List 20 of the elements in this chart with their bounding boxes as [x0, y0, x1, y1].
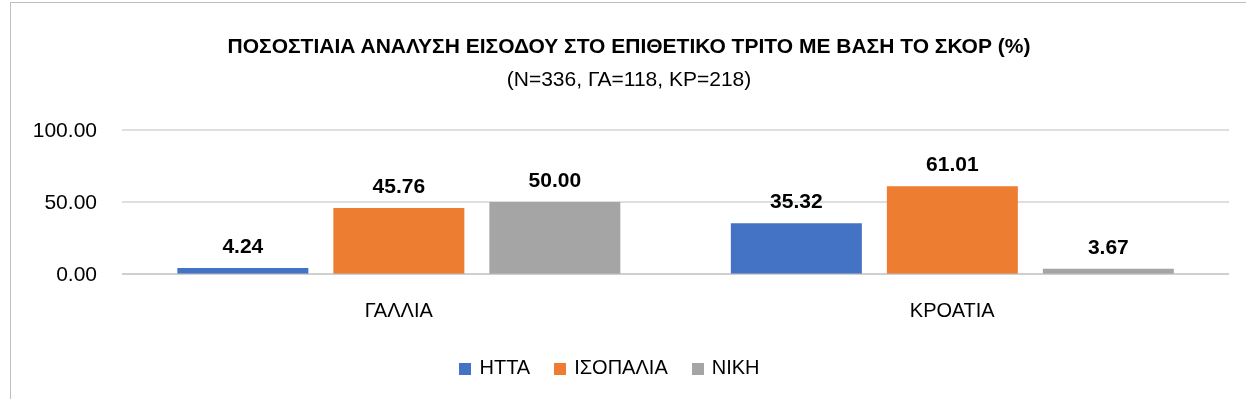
bar	[730, 223, 862, 274]
bar	[886, 186, 1018, 274]
legend-label: ΗΤΤΑ	[479, 356, 531, 378]
x-tick-label: ΓΑΛΛΙΑ	[364, 299, 434, 322]
data-label: 4.24	[222, 233, 264, 257]
x-tick-label: ΚΡΟΑΤΙΑ	[909, 299, 996, 322]
data-label: 50.00	[528, 168, 582, 191]
legend-label: ΙΣΟΠΑΛΙΑ	[574, 356, 668, 378]
chart-subtitle: (N=336, ΓΑ=118, ΚΡ=218)	[505, 67, 753, 91]
data-label: 3.67	[1087, 234, 1129, 258]
legend-label: ΝΙΚΗ	[711, 356, 760, 378]
y-tick-label: 100.00	[32, 118, 97, 142]
y-tick-label: 50.00	[44, 190, 97, 214]
data-label: 35.32	[770, 189, 823, 213]
bar	[333, 208, 465, 274]
data-label: 61.01	[926, 152, 979, 176]
y-tick-label: 0.00	[56, 262, 97, 286]
data-label: 45.76	[372, 174, 426, 198]
bar	[489, 202, 621, 274]
chart-title: ΠΟΣΟΣΤΙΑΙΑ ΑΝΑΛΥΣΗ ΕΙΣΟΔΟΥ ΣΤΟ ΕΠΙΘΕΤΙΚΟ ΤΡΙΤΟ ΜΕ ΒΑΣΗ ΤΟ ΣΚΟΡ (%)	[226, 34, 1032, 58]
